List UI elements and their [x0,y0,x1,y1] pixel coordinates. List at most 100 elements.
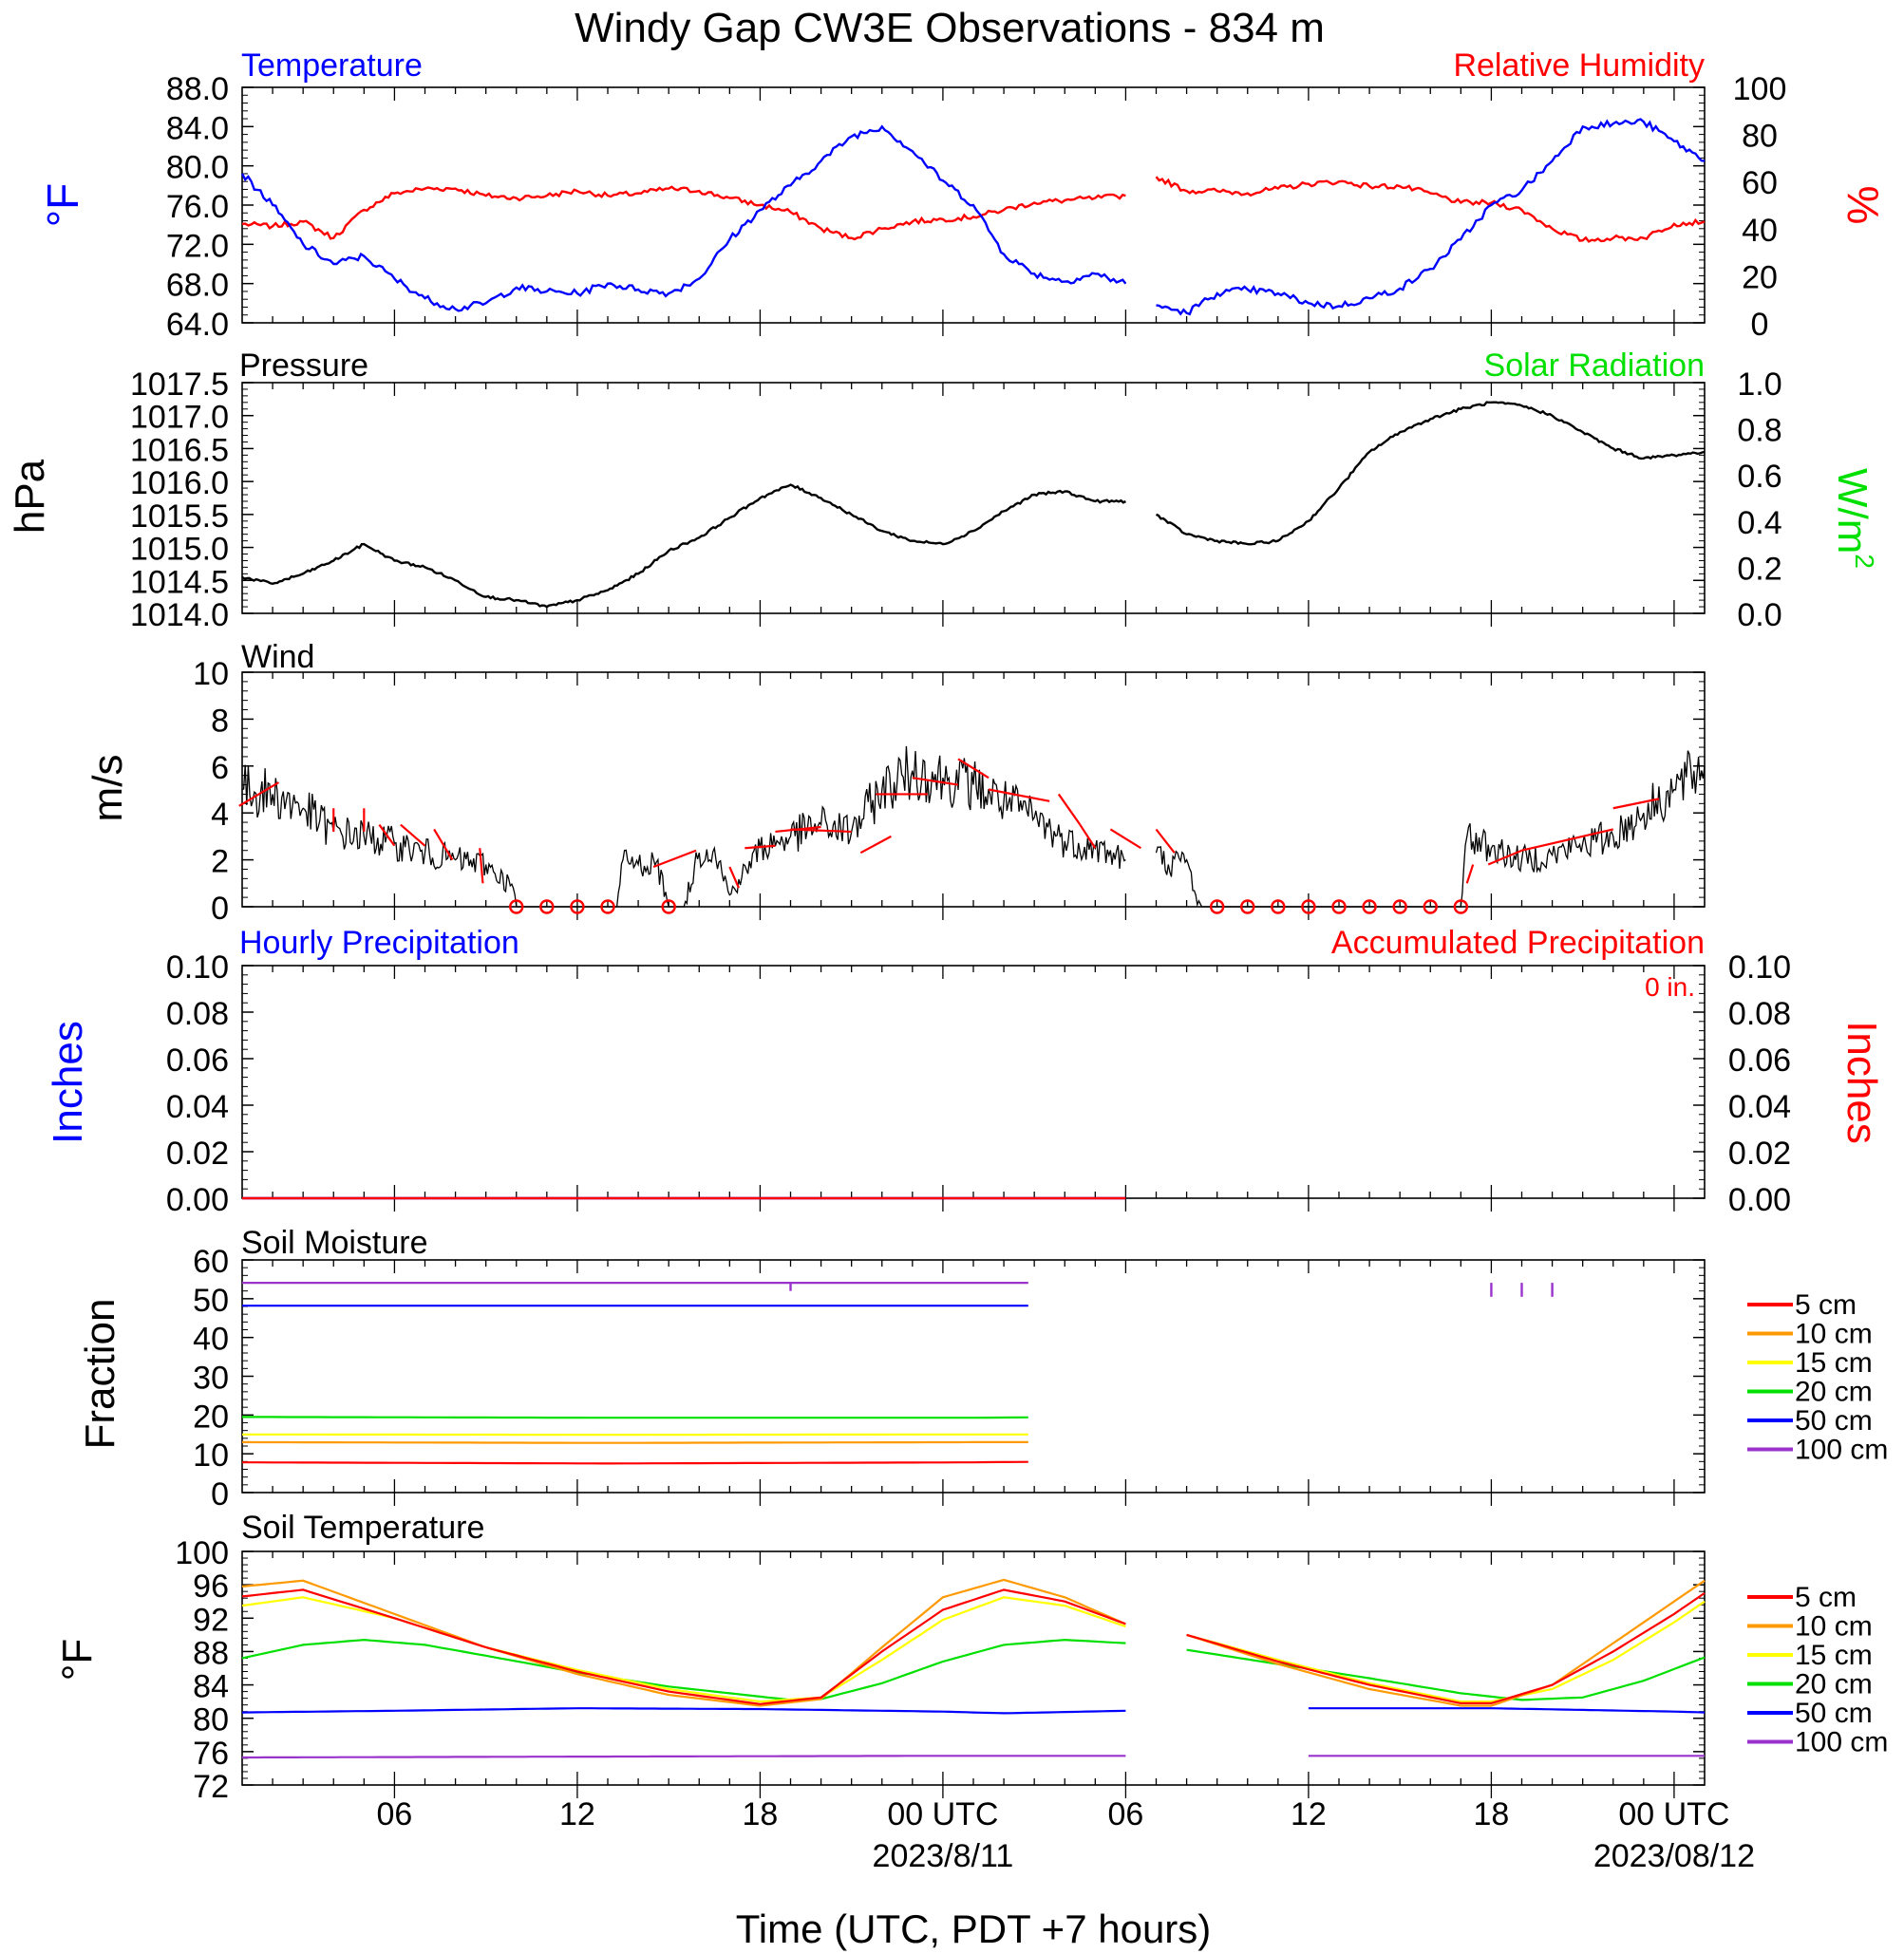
wind-barb [912,777,959,786]
wind-barb [1109,828,1142,850]
solar-unit-label: W/m2 [1829,468,1879,569]
temperature-line [240,118,1706,316]
pressure-left-tick-label: 1016.5 [130,432,229,468]
soil-moisture-legend-label: 10 cm [1795,1319,1873,1350]
calm-wind-marker [600,899,615,914]
accum-precip-unit-label: Inches [1838,1021,1885,1144]
soil-moisture-line [242,1460,1028,1465]
calm-wind-marker [1362,899,1377,914]
soil-temperature-line [241,1638,1706,1701]
time-tick-label: 18 [743,1796,779,1832]
wind-barb [728,866,740,889]
pressure-right-tick-label: 0.0 [1737,597,1781,633]
humidity-line [241,176,1706,243]
soil-moisture-left-tick-label: 10 [193,1437,229,1474]
precip-panel: Hourly Precipitation Accumulated Precipi… [45,925,1885,1218]
soil-temperature-line [241,1588,1706,1705]
soil-moisture-legend-label: 5 cm [1795,1289,1857,1321]
wind-barb [1521,828,1613,852]
wind-barb [1487,849,1522,866]
temperature-right-tick-label: 80 [1742,119,1778,155]
pressure-line [241,401,1706,609]
soil-temperature-left-tick-label: 76 [193,1736,229,1772]
temperature-left-tick-label: 72.0 [166,228,229,264]
pressure-left-tick-label: 1014.0 [130,597,229,633]
calm-wind-marker [1453,899,1469,914]
time-tick-label: 18 [1474,1796,1510,1832]
pressure-right-tick-label: 0.6 [1737,459,1781,495]
soil-temperature-left-tick-label: 72 [193,1769,229,1805]
calm-wind-marker [1392,899,1407,914]
soil-moisture-legend-label: 15 cm [1795,1347,1873,1379]
date-label: 2023/8/11 [873,1838,1014,1874]
soil-moisture-plot [241,1282,1554,1465]
time-tick-label: 12 [1291,1796,1327,1832]
soil-moisture-left-tick-label: 60 [193,1244,229,1280]
solar-unit-superscript: 2 [1850,554,1879,569]
temperature-right-tick-label: 0 [1751,307,1769,343]
wind-left-tick-label: 6 [211,750,229,786]
time-axis-title: Time (UTC, PDT +7 hours) [736,1907,1212,1951]
wind-plot [238,745,1706,914]
calm-wind-marker [509,899,524,914]
date-label: 2023/08/12 [1593,1838,1755,1874]
soil-temperature-left-tick-label: 80 [193,1702,229,1738]
pressure-left-tick-label: 1015.5 [130,498,229,535]
soil-temperature-plot [241,1578,1706,1759]
soil-moisture-legend-label: 50 cm [1795,1405,1873,1437]
solar-unit-text: W/m [1829,468,1876,554]
soil-temperature-left-tick-label: 84 [193,1669,229,1705]
soil-temperature-left-tick-label: 88 [193,1635,229,1671]
wind-frame [241,671,1706,908]
pressure-left-tick-label: 1017.0 [130,400,229,436]
pressure-right-tick-label: 1.0 [1737,366,1781,403]
soil-moisture-left-tick-label: 20 [193,1399,229,1435]
wind-barb [400,823,426,847]
soil-temperature-line [241,1707,1706,1715]
wind-speed-line [241,745,1706,908]
soil-temperature-left-tick-label: 92 [193,1602,229,1638]
precip-left-tick-label: 0.02 [166,1136,229,1172]
time-tick-label: 12 [559,1796,595,1832]
wind-panel: Wind m/s 10 8 6 4 2 0 [85,639,1706,927]
pressure-panel: Pressure Solar Radiation hPa W/m2 1017.5… [7,348,1879,633]
pressure-left-tick-label: 1017.5 [130,366,229,403]
wind-barb [1465,864,1475,884]
temperature-right-tick-label: 40 [1742,213,1778,249]
accum-precip-value: 0 in. [1645,972,1695,1002]
precip-right-tick-label: 0.04 [1728,1089,1791,1125]
accum-precip-title: Accumulated Precipitation [1331,925,1705,961]
wind-barb [1057,793,1082,826]
humidity-unit-label: % [1838,186,1888,225]
soil-moisture-unit-label: Fraction [77,1299,123,1450]
wind-barb [378,823,396,847]
temperature-right-tick-label: 60 [1742,165,1778,201]
wind-barb [1079,823,1097,849]
calm-wind-marker [1331,899,1347,914]
soil-moisture-title: Soil Moisture [241,1225,428,1261]
wind-barb [652,849,697,869]
pressure-left-tick-label: 1016.0 [130,465,229,501]
soil-temperature-legend-label: 15 cm [1795,1640,1873,1671]
soil-moisture-legend-label: 20 cm [1795,1377,1873,1408]
pressure-title: Pressure [239,348,368,384]
wind-barb [433,828,454,861]
temperature-left-tick-label: 88.0 [166,71,229,107]
wind-left-tick-label: 10 [193,656,229,692]
soil-temperature-legend-label: 10 cm [1795,1611,1873,1643]
precip-left-tick-label: 0.00 [166,1182,229,1218]
precip-right-tick-label: 0.08 [1728,996,1791,1032]
calm-wind-marker [661,899,676,914]
pressure-frame [241,382,1706,614]
pressure-right-tick-label: 0.4 [1737,505,1781,541]
soil-moisture-left-tick-label: 30 [193,1361,229,1397]
pressure-right-tick-label: 0.8 [1737,413,1781,449]
soil-temperature-legend-label: 20 cm [1795,1669,1873,1700]
wind-barb [859,835,892,855]
temperature-left-tick-label: 84.0 [166,110,229,146]
figure-title: Windy Gap CW3E Observations - 834 m [575,5,1325,51]
soil-temperature-legend-label: 100 cm [1795,1727,1888,1758]
